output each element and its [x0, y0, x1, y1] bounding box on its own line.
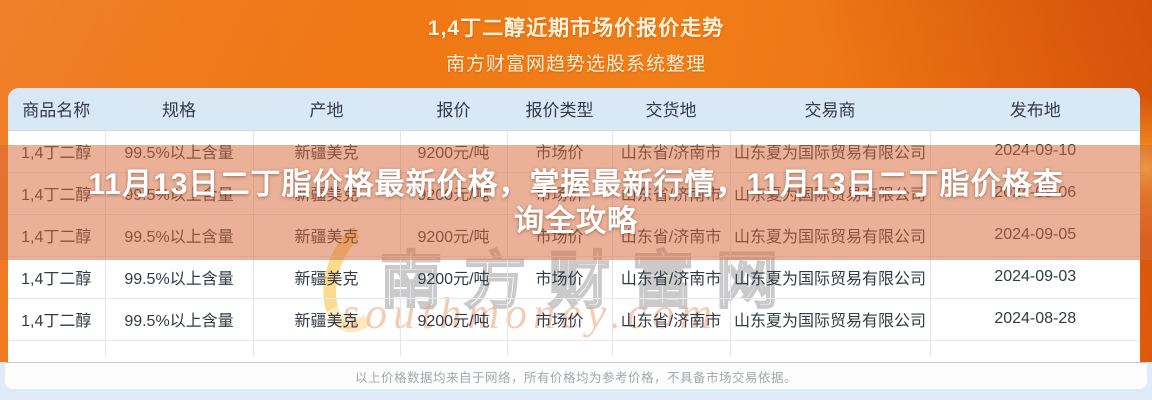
- filler-cell: [730, 340, 931, 356]
- header-row: 商品名称 规格 产地 报价 报价类型 交货地 交易商 发布地: [8, 88, 1140, 131]
- header-cell: 产地: [253, 88, 401, 131]
- filler-cell: [400, 340, 508, 356]
- header-cell: 报价: [400, 88, 508, 131]
- bottom-strip: 以上价格数据均来自于网络，所有价格均为参考价格，不具备市场交易依据。: [0, 362, 1152, 400]
- table-cell: 99.5%以上含量: [105, 256, 254, 299]
- filler-cell: [8, 340, 106, 356]
- banner-subtitle: 南方财富网趋势选股系统整理: [445, 54, 706, 75]
- filler-cell: [105, 340, 254, 356]
- table-cell: 市场价: [507, 256, 613, 299]
- table-cell: 9200元/吨: [400, 298, 508, 341]
- header-cell: 交货地: [612, 88, 731, 131]
- table-cell: 2024-08-28: [930, 298, 1140, 341]
- table-cell: 市场价: [507, 298, 613, 341]
- filler-cell: [612, 340, 731, 356]
- banner-title: 1,4丁二醇近期市场价报价走势: [427, 17, 725, 40]
- filler-cell: [507, 340, 613, 356]
- filler-cell: [930, 340, 1140, 356]
- header-cell: 发布地: [930, 88, 1140, 131]
- table-cell: 2024-09-03: [930, 256, 1140, 299]
- filler-row: [8, 340, 1140, 356]
- table-cell: 新疆美克: [253, 298, 401, 341]
- table-cell: 山东夏为国际贸易有限公司: [730, 298, 931, 341]
- table-cell: 1,4丁二醇: [8, 298, 106, 341]
- table-cell: 99.5%以上含量: [105, 298, 254, 341]
- banner: 1,4丁二醇近期市场价报价走势 南方财富网趋势选股系统整理: [0, 0, 1152, 88]
- table-cell: 山东省/济南市: [612, 256, 731, 299]
- header-cell: 交易商: [730, 88, 931, 131]
- filler-cell: [253, 340, 401, 356]
- table-cell: 新疆美克: [253, 256, 401, 299]
- disclaimer-text: 以上价格数据均来自于网络，所有价格均为参考价格，不具备市场交易依据。: [354, 370, 797, 385]
- header-cell: 规格: [105, 88, 254, 131]
- table-cell: 山东省/济南市: [612, 298, 731, 341]
- table-cell: 9200元/吨: [400, 256, 508, 299]
- headline-title: 11月13日二丁脂价格最新价格，掌握最新行情，11月13日二丁脂价格查询全攻略: [88, 167, 1064, 238]
- headline-overlay: 11月13日二丁脂价格最新价格，掌握最新行情，11月13日二丁脂价格查询全攻略: [0, 145, 1152, 260]
- disclaimer-bar: 以上价格数据均来自于网络，所有价格均为参考价格，不具备市场交易依据。: [5, 362, 1147, 389]
- table-cell: 山东夏为国际贸易有限公司: [730, 256, 931, 299]
- header-cell: 报价类型: [507, 88, 613, 131]
- table-cell: 1,4丁二醇: [8, 256, 106, 299]
- header-cell: 商品名称: [8, 88, 106, 131]
